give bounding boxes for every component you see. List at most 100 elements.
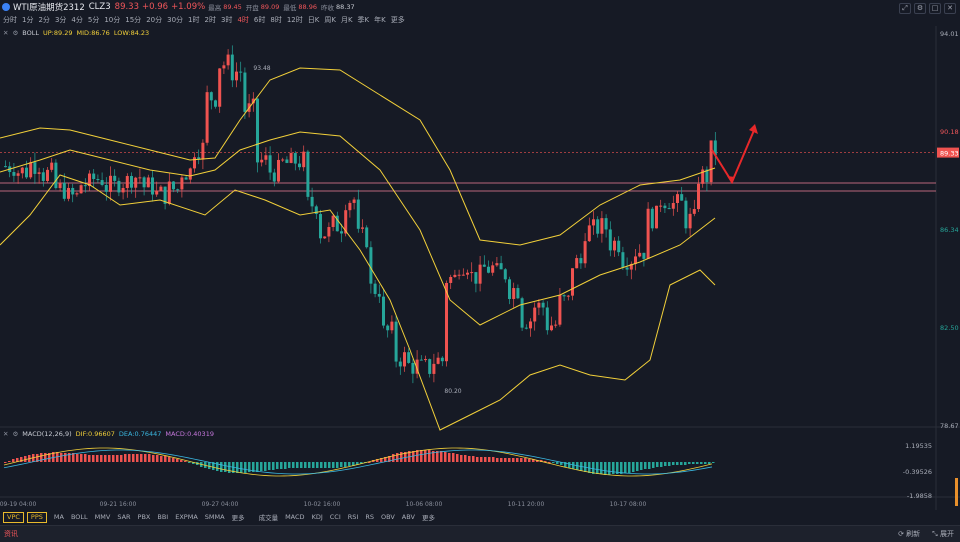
indicator-10[interactable]: MACD xyxy=(285,513,305,521)
macd-bar xyxy=(168,457,171,462)
macd-name: MACD(12,26,9) xyxy=(22,430,72,438)
indicator-13[interactable]: RSI xyxy=(347,513,359,521)
timeframe-10[interactable]: 1时 xyxy=(188,16,200,24)
macd-bar xyxy=(192,462,195,464)
indicator-5[interactable]: BBI xyxy=(157,513,169,521)
close-indicator-icon[interactable]: ✕ xyxy=(3,430,9,438)
indicator-7[interactable]: SMMA xyxy=(204,513,225,521)
symbol-name[interactable]: WTI原油期货2312 xyxy=(13,3,85,13)
candle-body xyxy=(113,175,117,181)
macd-bar xyxy=(692,462,695,464)
indicator-11[interactable]: KDJ xyxy=(311,513,323,521)
indicator-1[interactable]: BOLL xyxy=(70,513,88,521)
close-icon[interactable]: ✕ xyxy=(944,3,956,14)
expand-button[interactable]: ⤡ 展开 xyxy=(932,530,954,538)
timeframe-18[interactable]: 周K xyxy=(324,16,336,24)
pps-button[interactable]: PPS xyxy=(26,511,47,523)
indicator-17[interactable]: 更多 xyxy=(421,514,435,522)
indicator-settings-icon[interactable]: ⚙ xyxy=(12,430,19,438)
timeframe-4[interactable]: 4分 xyxy=(71,16,83,24)
candle-body xyxy=(617,240,621,253)
macd-bar xyxy=(476,457,479,462)
candle-body xyxy=(394,321,398,362)
macd-bar xyxy=(680,462,683,465)
macd-bar xyxy=(592,462,595,474)
macd-bar xyxy=(604,462,607,475)
macd-bar xyxy=(572,462,575,469)
candle-body xyxy=(201,142,205,160)
timeframe-14[interactable]: 6时 xyxy=(253,16,266,24)
settings-icon[interactable]: ⚙ xyxy=(914,3,926,14)
timeframe-12[interactable]: 3时 xyxy=(220,16,233,24)
indicator-9[interactable]: 成交量 xyxy=(258,514,279,522)
news-tab[interactable]: 资讯 xyxy=(4,530,18,538)
candle-body xyxy=(709,140,713,183)
timeframe-21[interactable]: 年K xyxy=(374,16,386,24)
timeframe-5[interactable]: 5分 xyxy=(87,16,100,24)
timeframe-22[interactable]: 更多 xyxy=(390,16,405,24)
timeframe-11[interactable]: 2时 xyxy=(204,16,216,24)
indicator-4[interactable]: PBX xyxy=(137,513,151,521)
vpc-button[interactable]: VPC xyxy=(3,511,24,523)
macd-bar xyxy=(536,460,539,462)
timeframe-19[interactable]: 月K xyxy=(340,16,353,24)
indicator-12[interactable]: CCI xyxy=(329,513,341,521)
macd-bar xyxy=(628,462,631,473)
macd-bar xyxy=(704,462,707,464)
macd-bar xyxy=(356,462,359,465)
candle-body xyxy=(323,236,327,239)
time-axis-label: 10-02 16:00 xyxy=(304,501,341,508)
candle-body xyxy=(4,166,7,168)
timeframe-0[interactable]: 分时 xyxy=(3,16,17,24)
candle-body xyxy=(705,169,709,183)
macd-scroll-handle xyxy=(955,478,958,506)
macd-bar xyxy=(124,454,127,462)
indicator-16[interactable]: ABV xyxy=(401,513,415,521)
timeframe-15[interactable]: 8时 xyxy=(270,16,282,24)
refresh-button[interactable]: ⟳ 刷新 xyxy=(898,530,921,538)
indicator-15[interactable]: OBV xyxy=(380,513,395,521)
indicator-2[interactable]: MMV xyxy=(94,513,111,521)
macd-bar xyxy=(332,462,335,468)
candle-body xyxy=(445,282,448,362)
macd-bar xyxy=(616,462,619,474)
timeframe-8[interactable]: 20分 xyxy=(146,16,163,24)
indicator-6[interactable]: EXPMA xyxy=(175,513,198,521)
timeframe-9[interactable]: 30分 xyxy=(167,16,184,24)
indicator-8[interactable]: 更多 xyxy=(231,514,245,522)
indicator-3[interactable]: SAR xyxy=(117,513,131,521)
candle-body xyxy=(138,177,142,179)
restore-icon[interactable]: ⤢ xyxy=(899,3,911,14)
timeframe-2[interactable]: 2分 xyxy=(38,16,50,24)
candle-body xyxy=(151,177,154,195)
indicator-14[interactable]: RS xyxy=(365,513,374,521)
symbol-code[interactable]: CLZ3 xyxy=(88,2,111,12)
candle-body xyxy=(554,324,558,326)
macd-bar xyxy=(128,454,131,462)
timeframe-6[interactable]: 10分 xyxy=(104,16,121,24)
indicator-0[interactable]: MA xyxy=(53,513,64,521)
macd-bar xyxy=(432,451,435,462)
macd-bar xyxy=(88,455,91,462)
timeframe-20[interactable]: 季K xyxy=(357,16,370,24)
timeframe-16[interactable]: 12时 xyxy=(286,16,303,24)
candle-body xyxy=(167,181,171,204)
close-indicator-icon[interactable]: ✕ xyxy=(3,29,9,37)
timeframe-17[interactable]: 日K xyxy=(307,16,320,24)
macd-bar xyxy=(228,462,231,473)
fullscreen-icon[interactable]: □ xyxy=(929,3,941,14)
footer-bar: 资讯 ⟳ 刷新 ⤡ 展开 xyxy=(0,525,960,542)
candle-body xyxy=(327,227,331,237)
candle-body xyxy=(478,264,482,284)
timeframe-3[interactable]: 3分 xyxy=(54,16,67,24)
timeframe-1[interactable]: 1分 xyxy=(22,16,34,24)
candlestick-chart[interactable]: 94.01 90.18 86.34 82.50 78.67 89.33 93.48 80.20… xyxy=(0,26,960,516)
macd-bar xyxy=(72,453,75,462)
timeframe-7[interactable]: 15分 xyxy=(125,16,142,24)
indicator-bar: VPC PPS MA BOLL MMV SAR PBX BBI EXPMA SMMA 更多 成交量… xyxy=(0,510,960,524)
macd-bar xyxy=(40,453,43,462)
indicator-settings-icon[interactable]: ⚙ xyxy=(12,29,19,37)
timeframe-13[interactable]: 4时 xyxy=(237,16,249,24)
macd-bar xyxy=(68,453,71,462)
candle-body xyxy=(12,172,16,176)
